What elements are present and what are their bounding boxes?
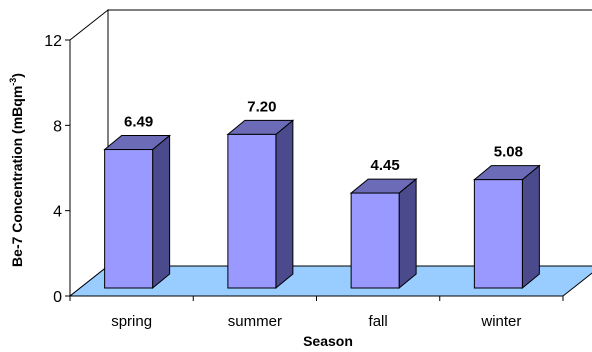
bar-side [398,178,417,290]
y-axis-title-suffix: ) [9,73,25,78]
bar-front [350,192,400,289]
side-wall [69,8,109,298]
data-label: 7.20 [247,98,276,115]
x-axis-title: Season [303,333,353,349]
y-axis-title: Be-7 Concentration (mBqm-3) [8,73,25,267]
data-label: 5.08 [494,144,523,161]
y-axis: 0 4 8 12 [44,33,71,306]
y-tick-label: 12 [44,33,62,50]
x-tick-label: winter [480,313,521,330]
y-tick-label: 8 [53,118,62,135]
bars [103,119,541,290]
data-label: 4.45 [371,157,400,174]
bar-side [152,134,171,290]
bar [349,178,418,290]
y-axis-title-main: Be-7 Concentration (mBqm [9,86,25,267]
x-tick-label: fall [369,313,388,330]
data-labels: 6.49 7.20 4.45 5.08 [124,98,523,174]
bar-front [227,133,277,289]
data-label: 6.49 [124,114,153,131]
x-tick-label: summer [228,313,282,330]
y-tick-label: 4 [53,204,62,221]
bar-front [104,149,154,289]
bar [226,119,295,290]
x-tick-label: spring [111,313,152,330]
bar [472,164,541,290]
y-tick-label: 0 [53,289,62,306]
bar-front [473,179,523,289]
bar-side [521,164,540,290]
y-axis-title-superscript: -3 [8,78,18,86]
bar [103,134,172,290]
x-axis: spring summer fall winter [69,295,564,330]
bar-side [275,119,294,290]
